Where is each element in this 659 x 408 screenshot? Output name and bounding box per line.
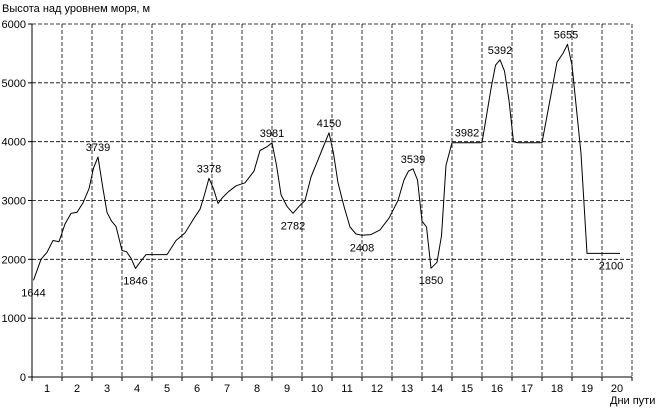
x-tick-label-6: 6	[194, 383, 200, 395]
data-label-1850: 1850	[419, 275, 443, 287]
x-tick-label-12: 12	[371, 383, 383, 395]
x-tick-label-19: 19	[581, 383, 593, 395]
data-label-5655: 5655	[554, 29, 578, 41]
data-label-1644: 1644	[21, 287, 45, 299]
x-tick-label-16: 16	[491, 383, 503, 395]
annotations: 1644 3739 1846 3378 3981 2782 4150 2408 3539 1850…	[21, 29, 623, 299]
series-line-0	[33, 43, 620, 281]
x-tick-label-10: 10	[311, 383, 323, 395]
y-tick-label-0: 0	[20, 372, 26, 384]
x-tick-label-3: 3	[104, 383, 110, 395]
data-label-1846: 1846	[123, 275, 147, 287]
x-tick-label-14: 14	[431, 383, 443, 395]
x-tick-label-7: 7	[224, 383, 230, 395]
y-tick-label-4000: 4000	[2, 137, 26, 149]
data-label-5392: 5392	[488, 45, 512, 57]
x-tick-label-17: 17	[521, 383, 533, 395]
y-tick-label-2000: 2000	[2, 254, 26, 266]
y-tick-label-6000: 6000	[2, 19, 26, 31]
x-tick-label-8: 8	[254, 383, 260, 395]
data-label-3739: 3739	[86, 142, 110, 154]
x-tick-label-20: 20	[611, 383, 623, 395]
x-tick-label-11: 11	[341, 383, 352, 395]
data-label-3982: 3982	[455, 128, 479, 140]
data-label-3378: 3378	[197, 163, 221, 175]
x-axis-label: Дни пути	[610, 395, 655, 407]
x-tick-label-2: 2	[74, 383, 80, 395]
data-label-2408: 2408	[350, 242, 374, 254]
series	[33, 43, 620, 281]
data-label-4150: 4150	[317, 118, 341, 130]
x-tick-label-9: 9	[284, 383, 290, 395]
y-tick-label-3000: 3000	[2, 196, 26, 208]
y-tick-label-5000: 5000	[2, 78, 26, 90]
x-tick-label-4: 4	[134, 383, 140, 395]
data-label-3981: 3981	[260, 128, 284, 140]
x-tick-label-1: 1	[44, 383, 50, 395]
data-label-2782: 2782	[281, 220, 305, 232]
data-label-2100: 2100	[599, 260, 623, 272]
y-tick-label-1000: 1000	[2, 313, 26, 325]
x-tick-label-18: 18	[551, 383, 563, 395]
x-tick-label-5: 5	[164, 383, 170, 395]
y-axis-label: Высота над уровнем моря, м	[2, 3, 150, 15]
x-tick-label-13: 13	[401, 383, 413, 395]
data-label-3539: 3539	[401, 154, 425, 166]
x-tick-label-15: 15	[461, 383, 473, 395]
grid	[32, 23, 633, 377]
